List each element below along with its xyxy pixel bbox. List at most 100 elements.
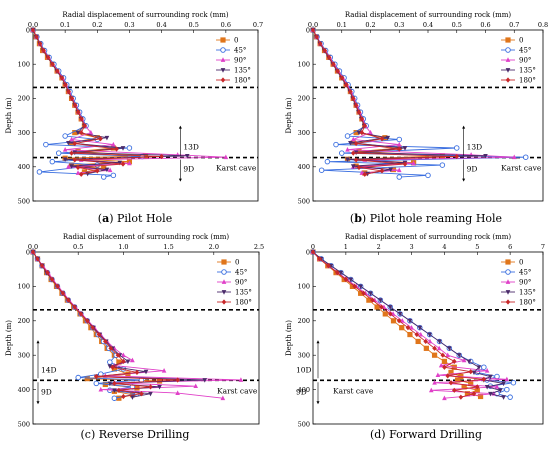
- legend-entry: 0: [235, 259, 239, 267]
- panel-caption: (c) Reverse Drilling: [81, 428, 190, 441]
- x-axis-title: Radial displacement of surrounding rock …: [63, 233, 229, 241]
- karst-cave-label: Karst cave: [217, 386, 258, 395]
- data-point: [402, 146, 408, 151]
- data-point: [350, 95, 356, 101]
- plot-frame: [32, 251, 260, 425]
- x-tick-label: 0.6: [480, 21, 490, 29]
- arrow-head: [316, 340, 320, 344]
- x-tick-label: 4: [442, 243, 446, 251]
- data-point: [84, 375, 90, 382]
- data-point: [353, 140, 359, 147]
- data-point: [339, 150, 345, 156]
- data-point: [78, 311, 84, 317]
- data-point: [423, 338, 428, 345]
- y-tick-label: 500: [18, 420, 30, 428]
- data-point: [75, 374, 81, 381]
- x-tick-label: 7: [541, 243, 545, 251]
- series-line: [312, 251, 504, 398]
- data-point: [439, 162, 446, 168]
- data-point: [396, 167, 402, 173]
- data-point: [134, 369, 140, 375]
- data-point: [65, 297, 71, 303]
- data-point: [387, 311, 393, 317]
- arrow-head: [36, 401, 40, 405]
- data-point: [378, 298, 383, 303]
- arrow-head: [316, 401, 320, 405]
- data-point: [112, 380, 117, 387]
- data-point: [348, 88, 353, 95]
- data-point: [98, 386, 104, 392]
- data-point: [79, 116, 84, 122]
- legend-marker: [505, 269, 511, 275]
- x-tick-label: 0.2: [365, 21, 375, 29]
- data-point: [223, 154, 229, 160]
- data-point: [510, 379, 517, 386]
- data-point: [93, 373, 99, 380]
- data-point: [335, 270, 340, 276]
- data-point: [98, 136, 103, 142]
- data-point: [437, 339, 442, 345]
- annotation-lower: 9D: [296, 387, 307, 396]
- y-tick-label: 400: [298, 386, 310, 394]
- data-point: [350, 150, 356, 156]
- data-point: [78, 130, 84, 136]
- data-point: [120, 161, 126, 167]
- data-point: [481, 364, 487, 370]
- caption-text: ) Forward Drilling: [381, 428, 482, 441]
- y-tick-label: 300: [18, 352, 30, 360]
- data-point: [356, 109, 362, 115]
- data-point: [62, 133, 68, 139]
- legend-entry: 90°: [519, 57, 531, 65]
- data-point: [427, 332, 432, 338]
- data-point: [50, 61, 55, 67]
- data-point: [501, 381, 506, 387]
- data-point: [335, 68, 341, 74]
- data-point: [362, 123, 368, 129]
- data-point: [107, 359, 113, 365]
- x-tick-label: 0.5: [452, 21, 462, 29]
- data-point: [409, 324, 414, 330]
- x-tick-label: 0.7: [253, 21, 263, 29]
- legend-entry: 90°: [235, 279, 247, 287]
- data-point: [461, 357, 467, 363]
- annotation-lower: 9D: [183, 165, 194, 174]
- x-tick-label: 0.7: [509, 21, 519, 29]
- legend-marker: [505, 47, 511, 53]
- series-4: [310, 27, 460, 177]
- legend-entry: 90°: [234, 57, 246, 65]
- x-tick-label: 0.6: [221, 21, 231, 29]
- data-point: [96, 331, 102, 338]
- data-point: [60, 290, 66, 296]
- x-tick-label: 3: [410, 243, 414, 251]
- x-tick-label: 0.0: [28, 243, 38, 251]
- data-point: [484, 384, 490, 390]
- data-point: [126, 145, 133, 151]
- series-4: [310, 249, 487, 400]
- data-point: [447, 346, 452, 352]
- data-point: [72, 102, 78, 108]
- data-point: [159, 153, 164, 160]
- caption-letter-bold: b: [354, 212, 362, 225]
- data-point: [379, 136, 385, 142]
- data-point: [405, 325, 411, 331]
- legend-marker: [221, 290, 227, 295]
- data-point: [356, 164, 362, 171]
- data-point: [116, 387, 122, 393]
- data-point: [157, 384, 162, 390]
- data-point: [400, 318, 405, 323]
- data-point: [368, 129, 373, 135]
- data-point: [436, 345, 442, 351]
- data-point: [90, 325, 95, 331]
- data-point: [414, 331, 420, 338]
- data-point: [49, 158, 56, 165]
- data-point: [454, 145, 460, 151]
- data-point: [441, 358, 448, 364]
- data-point: [471, 391, 477, 397]
- data-point: [69, 95, 75, 101]
- data-point: [107, 364, 113, 369]
- data-point: [484, 367, 490, 373]
- data-point: [350, 164, 356, 169]
- data-point: [103, 338, 108, 345]
- data-point: [344, 133, 351, 139]
- data-point: [326, 263, 331, 269]
